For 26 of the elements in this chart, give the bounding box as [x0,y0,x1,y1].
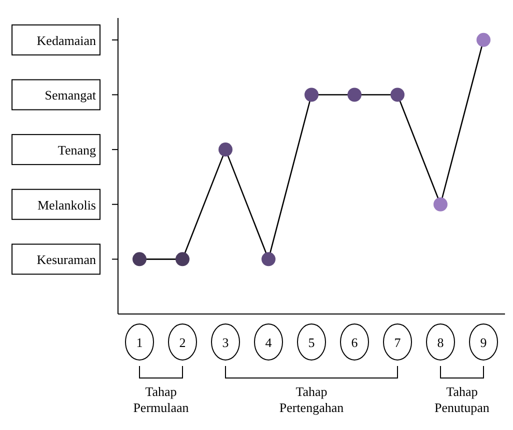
x-tick-label: 9 [480,335,487,350]
text: Tahap Permulaan [133,384,190,415]
point [304,88,318,102]
x-tick-label: 3 [222,335,229,350]
x-tick-label: 2 [179,335,186,350]
point [132,252,146,266]
text: Tahap Pertengahan [279,384,344,415]
text: Kedamaian [36,32,96,48]
text: Melankolis [38,197,96,212]
point [348,88,362,102]
text: Kesuraman [36,252,96,268]
point [176,252,190,266]
text: Semangat [44,88,96,103]
point [218,142,232,157]
x-tick-label: 6 [351,335,358,350]
point [434,197,448,212]
point [476,32,490,47]
text: Tenang [58,142,96,158]
x-tick-label: 4 [265,335,272,350]
x-tick-label: 8 [437,335,444,350]
point [390,88,404,102]
x-tick-label: 7 [394,335,402,350]
text: Tahap Penutupan [434,384,490,415]
x-tick-label: 1 [136,335,143,350]
x-tick-label: 5 [308,335,315,350]
point [262,252,276,266]
